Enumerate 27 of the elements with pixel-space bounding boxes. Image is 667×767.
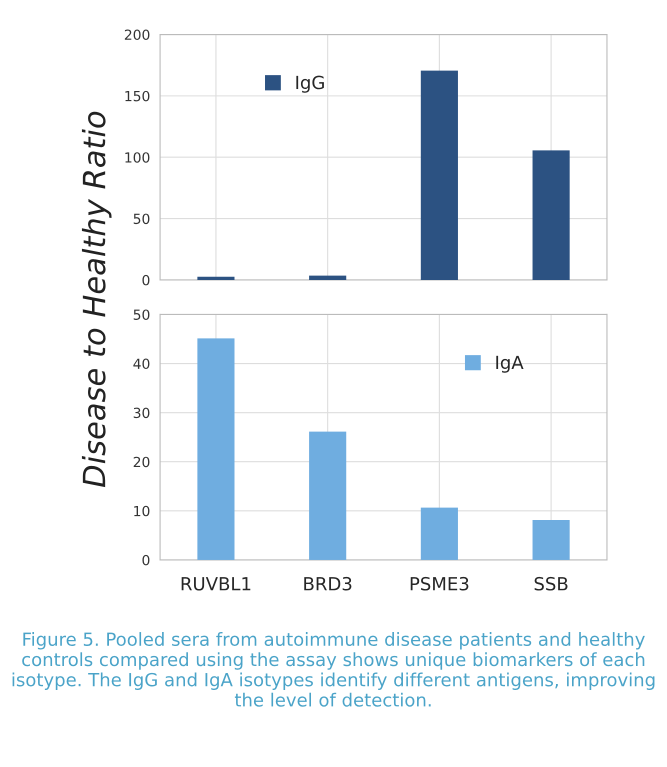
y-tick-label: 50: [134, 309, 150, 320]
y-tick-label: 150: [125, 90, 150, 102]
bar: [532, 520, 570, 560]
y-axis-title: Disease to Healthy Ratio: [82, 112, 112, 488]
x-tick-label: PSME3: [410, 576, 468, 591]
caption: Figure 5. Pooled sera from autoimmune disease patients and healthy controls compared using the assay shows unique biomarkers of each isotype. The IgG and IgA isotypes identify different antigens, improving the level of detection.: [12, 632, 654, 707]
bar: [309, 276, 346, 280]
bar: [197, 276, 235, 280]
bar: [309, 432, 346, 560]
y-tick-label: 40: [133, 358, 150, 370]
y-tick-label: 100: [125, 152, 150, 163]
y-tick-label: 20: [134, 456, 150, 468]
bar: [532, 150, 570, 280]
x-tick-label: RUVBL1: [182, 577, 250, 591]
y-tick-label: 0: [142, 274, 150, 286]
bar: [420, 70, 458, 280]
y-tick-label: 0: [142, 554, 150, 566]
bar: [197, 338, 235, 560]
x-tick-label: SSB: [534, 576, 568, 591]
y-tick-label: 200: [124, 29, 150, 40]
legend-label: IgA: [496, 356, 524, 373]
legend-label: IgG: [296, 76, 324, 93]
bar: [420, 508, 458, 560]
x-tick-label: BRD3: [304, 576, 352, 591]
y-tick-label: 50: [134, 214, 150, 224]
y-tick-label: 10: [134, 506, 150, 516]
y-tick-label: 30: [134, 408, 150, 418]
